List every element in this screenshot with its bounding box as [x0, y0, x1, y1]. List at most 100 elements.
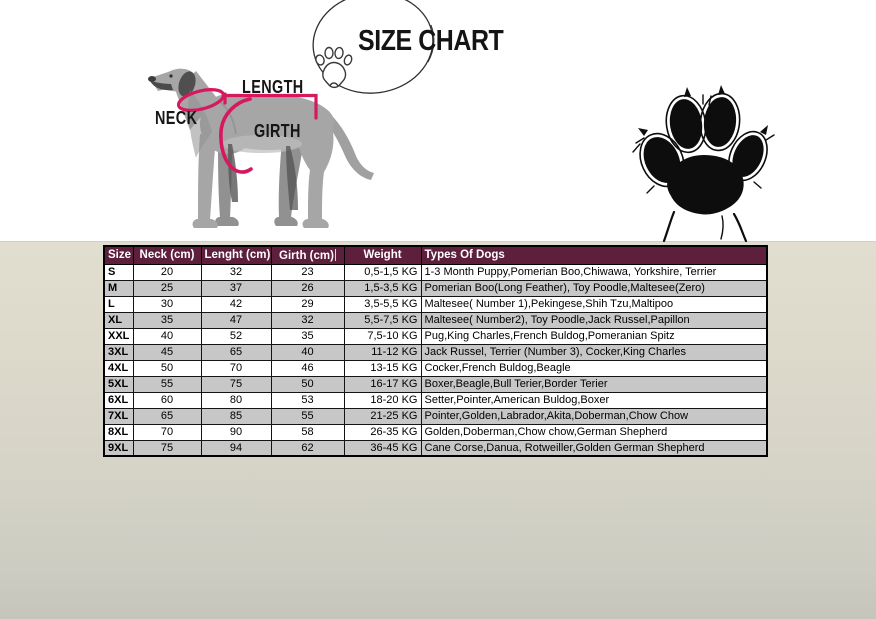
table-cell: 90 [200, 423, 272, 441]
text-caret [334, 248, 336, 261]
size-table: Size Neck (cm) Lenght (cm) Girth (cm) We… [103, 245, 768, 457]
col-header-girth-text: Girth (cm) [279, 249, 334, 262]
table-row: 8XL 70 90 58 26-35 KG Golden,Doberman,Chow ch… [103, 423, 768, 441]
table-row: 9XL 75 94 62 36-45 KG Cane Corse,Danua, Rotwe… [103, 439, 768, 457]
table-cell: 65 [132, 407, 202, 425]
table-cell: 7,5-10 KG [343, 327, 422, 345]
table-cell: 3,5-5,5 KG [343, 295, 422, 313]
table-cell: 5XL [103, 375, 134, 393]
table-cell: Pointer,Golden,Labrador,Akita,Doberman,C… [420, 407, 768, 425]
table-cell: 53 [270, 391, 345, 409]
table-cell: 32 [200, 263, 272, 281]
table-cell: 13-15 KG [343, 359, 422, 377]
table-cell: 18-20 KG [343, 391, 422, 409]
table-cell: Maltesee( Number 1),Pekingese,Shih Tzu,M… [420, 295, 768, 313]
table-header-row: Size Neck (cm) Lenght (cm) Girth (cm) We… [103, 245, 768, 265]
table-cell: 40 [132, 327, 202, 345]
table-cell: 11-12 KG [343, 343, 422, 361]
table-row: S 20 32 23 0,5-1,5 KG 1-3 Month Puppy,Pomeria… [103, 263, 768, 281]
col-header-lenght: Lenght (cm) [200, 245, 272, 265]
table-row: XL 35 47 32 5,5-7,5 KG Maltesee( Number2), To… [103, 311, 768, 329]
paw-print-icon [632, 85, 775, 242]
table-cell: 62 [270, 439, 345, 457]
table-cell: Pug,King Charles,French Buldog,Pomerania… [420, 327, 768, 345]
table-cell: 4XL [103, 359, 134, 377]
table-row: 3XL 45 65 40 11-12 KG Jack Russel, Terrier (N… [103, 343, 768, 361]
table-cell: 26-35 KG [343, 423, 422, 441]
table-cell: 30 [132, 295, 202, 313]
table-cell: 47 [200, 311, 272, 329]
length-measure-bracket [222, 93, 318, 120]
girth-measure-arc [219, 97, 253, 174]
table-cell: Jack Russel, Terrier (Number 3), Cocker,… [420, 343, 768, 361]
table-cell: 55 [270, 407, 345, 425]
table-cell: XXL [103, 327, 134, 345]
table-cell: 9XL [103, 439, 134, 457]
table-cell: 50 [132, 359, 202, 377]
table-cell: L [103, 295, 134, 313]
table-cell: Boxer,Beagle,Bull Terier,Border Terier [420, 375, 768, 393]
col-header-neck: Neck (cm) [132, 245, 202, 265]
table-cell: 52 [200, 327, 272, 345]
table-cell: 21-25 KG [343, 407, 422, 425]
table-cell: 26 [270, 279, 345, 297]
table-cell: 40 [270, 343, 345, 361]
col-header-size: Size [103, 245, 134, 265]
neck-label: NECK [155, 108, 198, 128]
table-cell: Setter,Pointer,American Buldog,Boxer [420, 391, 768, 409]
table-cell: 80 [200, 391, 272, 409]
col-header-weight: Weight [343, 245, 422, 265]
col-header-girth: Girth (cm) [270, 245, 345, 265]
table-cell: 3XL [103, 343, 134, 361]
table-cell: 45 [132, 343, 202, 361]
table-cell: 6XL [103, 391, 134, 409]
table-cell: 0,5-1,5 KG [343, 263, 422, 281]
table-cell: 1,5-3,5 KG [343, 279, 422, 297]
page-title: SIZE CHART [358, 25, 504, 57]
length-label: LENGTH [242, 77, 304, 97]
table-cell: 70 [132, 423, 202, 441]
table-cell: Cocker,French Buldog,Beagle [420, 359, 768, 377]
table-cell: 58 [270, 423, 345, 441]
table-cell: 23 [270, 263, 345, 281]
table-cell: 60 [132, 391, 202, 409]
table-row: 4XL 50 70 46 13-15 KG Cocker,French Buldog,Be… [103, 359, 768, 377]
table-cell: 75 [132, 439, 202, 457]
dog-illustration [148, 68, 374, 228]
table-cell: Cane Corse,Danua, Rotweiller,Golden Germ… [420, 439, 768, 457]
table-cell: S [103, 263, 134, 281]
table-cell: 20 [132, 263, 202, 281]
table-cell: 37 [200, 279, 272, 297]
paw-outline-icon [315, 46, 353, 89]
table-cell: 16-17 KG [343, 375, 422, 393]
table-cell: M [103, 279, 134, 297]
table-cell: 35 [132, 311, 202, 329]
table-cell: 25 [132, 279, 202, 297]
title-circle-sketch [312, 0, 435, 94]
table-cell: 55 [132, 375, 202, 393]
table-cell: 50 [270, 375, 345, 393]
table-cell: 70 [200, 359, 272, 377]
table-cell: 35 [270, 327, 345, 345]
table-cell: 94 [200, 439, 272, 457]
table-row: L 30 42 29 3,5-5,5 KG Maltesee( Number 1),Pek… [103, 295, 768, 313]
table-cell: 7XL [103, 407, 134, 425]
table-cell: Golden,Doberman,Chow chow,German Shepher… [420, 423, 768, 441]
table-row: 7XL 65 85 55 21-25 KG Pointer,Golden,Labrador… [103, 407, 768, 425]
table-cell: 36-45 KG [343, 439, 422, 457]
table-cell: 46 [270, 359, 345, 377]
table-row: 5XL 55 75 50 16-17 KG Boxer,Beagle,Bull Terie… [103, 375, 768, 393]
girth-label: GIRTH [254, 121, 301, 141]
table-cell: 29 [270, 295, 345, 313]
table-cell: 5,5-7,5 KG [343, 311, 422, 329]
table-row: M 25 37 26 1,5-3,5 KG Pomerian Boo(Long Feath… [103, 279, 768, 297]
table-cell: 8XL [103, 423, 134, 441]
table-cell: Pomerian Boo(Long Feather), Toy Poodle,M… [420, 279, 768, 297]
table-cell: 1-3 Month Puppy,Pomerian Boo,Chiwawa, Yo… [420, 263, 768, 281]
table-cell: Maltesee( Number2), Toy Poodle,Jack Russ… [420, 311, 768, 329]
table-cell: 85 [200, 407, 272, 425]
table-row: 6XL 60 80 53 18-20 KG Setter,Pointer,American… [103, 391, 768, 409]
table-cell: 75 [200, 375, 272, 393]
col-header-types: Types Of Dogs [420, 245, 768, 265]
table-cell: 32 [270, 311, 345, 329]
